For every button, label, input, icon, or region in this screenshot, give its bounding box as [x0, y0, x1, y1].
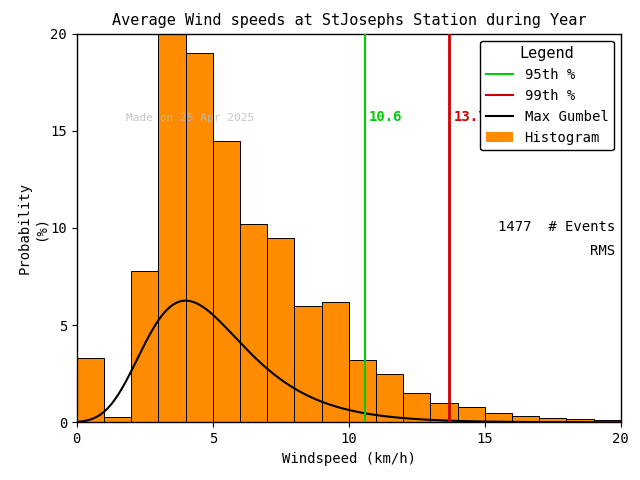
Bar — [159, 24, 186, 422]
Bar — [566, 420, 594, 422]
Text: 1477  # Events: 1477 # Events — [498, 220, 615, 234]
Text: Made on 25 Apr 2025: Made on 25 Apr 2025 — [125, 113, 254, 123]
Bar — [431, 403, 458, 422]
Bar — [376, 374, 403, 422]
Bar — [403, 393, 431, 422]
Bar — [131, 271, 158, 422]
Bar — [268, 238, 294, 422]
Bar — [512, 416, 540, 422]
Title: Average Wind speeds at StJosephs Station during Year: Average Wind speeds at StJosephs Station… — [111, 13, 586, 28]
Bar — [294, 306, 322, 422]
Text: 10.6: 10.6 — [369, 110, 403, 124]
Y-axis label: Probability
(%): Probability (%) — [17, 182, 47, 274]
Bar — [594, 420, 621, 422]
Bar — [212, 141, 240, 422]
Text: 13.7: 13.7 — [454, 110, 487, 124]
Bar — [485, 413, 512, 422]
Bar — [540, 418, 566, 422]
Legend: 95th %, 99th %, Max Gumbel, Histogram: 95th %, 99th %, Max Gumbel, Histogram — [480, 40, 614, 150]
Text: RMS: RMS — [590, 243, 615, 258]
Bar — [458, 407, 485, 422]
X-axis label: Windspeed (km/h): Windspeed (km/h) — [282, 452, 416, 466]
Bar — [349, 360, 376, 422]
Bar — [322, 302, 349, 422]
Bar — [186, 53, 212, 422]
Bar — [77, 358, 104, 422]
Bar — [104, 417, 131, 422]
Bar — [240, 224, 268, 422]
